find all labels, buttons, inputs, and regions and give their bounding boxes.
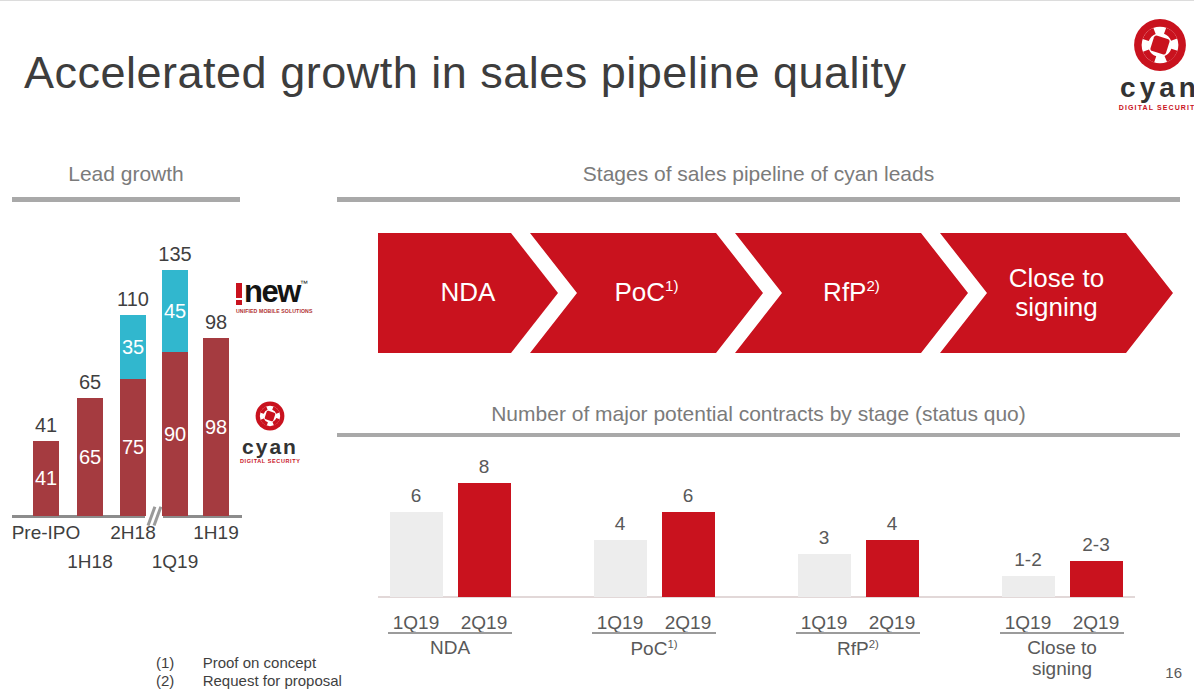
contracts-bar-2q19 [1070, 561, 1123, 597]
pipeline-rule [337, 197, 1180, 202]
lead-x-label: 2H18 [94, 522, 172, 544]
lead-x-label: 1H19 [177, 522, 255, 544]
footnote-1: (1) Proof on concept [156, 654, 316, 671]
cyan-logo-tagline: DIGITAL SECURITY [1110, 104, 1194, 111]
contracts-bar-2q19 [866, 540, 919, 597]
contracts-x-label-2q19: 2Q19 [1065, 612, 1128, 634]
contracts-value-1q19: 3 [788, 527, 861, 549]
inew-logo-tagline: UNIFIED MOBILE SOLUTIONS [236, 308, 316, 314]
contracts-group-caption: PoC1) [592, 638, 716, 660]
contracts-value-2q19: 6 [652, 485, 725, 507]
footnote-1-marker: (1) [156, 654, 174, 671]
contracts-value-1q19: 6 [380, 485, 453, 507]
pipeline-stage: RfP2) [735, 233, 968, 353]
lead-growth-rule [12, 197, 240, 202]
contracts-value-2q19: 2-3 [1060, 534, 1133, 556]
contracts-group-underline [796, 632, 920, 634]
contracts-value-1q19: 1-2 [992, 549, 1065, 571]
lead-bar-red-segment: 65 [77, 398, 103, 516]
cyan-logo-icon [1133, 18, 1187, 72]
cyan-logo-small-tagline: DIGITAL SECURITY [240, 458, 300, 464]
cyan-logo-small: cyan DIGITAL SECURITY [240, 401, 300, 464]
lead-bar-total: 65 [61, 371, 119, 394]
contracts-x-label-2q19: 2Q19 [657, 612, 720, 634]
contracts-group-caption: RfP2) [796, 638, 920, 660]
cyan-logo-word: cyan [1110, 74, 1194, 102]
inew-exclamation-icon [236, 283, 242, 305]
lead-bar-red-segment: 75 [120, 379, 146, 516]
contracts-value-2q19: 8 [448, 456, 521, 478]
lead-bar-red-segment: 98 [203, 338, 229, 516]
contracts-x-label-1q19: 1Q19 [793, 612, 856, 634]
inew-trademark: ™ [300, 280, 308, 288]
contracts-x-label-1q19: 1Q19 [997, 612, 1060, 634]
footnote-2: (2) Request for proposal [156, 672, 342, 689]
pipeline-stage: Close to signing [940, 233, 1173, 353]
lead-bar-red-segment: 41 [33, 441, 59, 516]
lead-bar-red-segment: 90 [162, 352, 188, 516]
contracts-x-label-2q19: 2Q19 [453, 612, 516, 634]
lead-growth-heading: Lead growth [12, 162, 240, 186]
contracts-group-underline [388, 632, 512, 634]
contracts-bar-2q19 [458, 483, 511, 597]
contracts-group-caption: NDA [388, 638, 512, 659]
contracts-bar-1q19 [594, 540, 647, 597]
pipeline-stage: PoC1) [530, 233, 763, 353]
lead-x-label: 1H18 [51, 551, 129, 573]
lead-x-label: 1Q19 [136, 551, 214, 573]
lead-bar-total: 135 [146, 243, 204, 266]
page-number: 16 [1146, 664, 1182, 681]
lead-bar-total: 98 [187, 311, 245, 334]
contracts-value-1q19: 4 [584, 513, 657, 535]
footnote-1-text: Proof on concept [203, 654, 316, 671]
contracts-x-label-1q19: 1Q19 [589, 612, 652, 634]
slide: Accelerated growth in sales pipeline qua… [0, 0, 1194, 694]
contracts-bar-2q19 [662, 512, 715, 597]
contracts-bar-1q19 [390, 512, 443, 597]
lead-bar-cyan-segment: 45 [162, 270, 188, 352]
contracts-bar-1q19 [1002, 576, 1055, 597]
footnote-2-text: Request for proposal [203, 672, 342, 689]
pipeline-heading: Stages of sales pipeline of cyan leads [337, 162, 1180, 186]
contracts-group-caption: Close to signing [1000, 638, 1124, 679]
contracts-bar-1q19 [798, 554, 851, 597]
lead-x-label: Pre-IPO [7, 522, 85, 544]
lead-bar-total: 110 [104, 288, 162, 311]
pipeline-stage: NDA [378, 233, 558, 353]
contracts-value-2q19: 4 [856, 513, 929, 535]
inew-logo-word: new [244, 280, 300, 303]
lead-bar-total: 41 [17, 414, 75, 437]
slide-title: Accelerated growth in sales pipeline qua… [24, 49, 907, 96]
cyan-logo-small-word: cyan [240, 436, 300, 457]
contracts-rule [337, 433, 1180, 437]
inew-logo: new ™ UNIFIED MOBILE SOLUTIONS [236, 280, 316, 314]
contracts-heading: Number of major potential contracts by s… [337, 402, 1180, 426]
cyan-logo: cyan DIGITAL SECURITY [1110, 18, 1194, 111]
contracts-x-label-2q19: 2Q19 [861, 612, 924, 634]
footnote-2-marker: (2) [156, 672, 174, 689]
lead-bar-cyan-segment: 35 [120, 315, 146, 379]
contracts-group-underline [1000, 632, 1124, 634]
contracts-x-label-1q19: 1Q19 [385, 612, 448, 634]
cyan-logo-small-icon [255, 401, 285, 431]
contracts-group-underline [592, 632, 716, 634]
